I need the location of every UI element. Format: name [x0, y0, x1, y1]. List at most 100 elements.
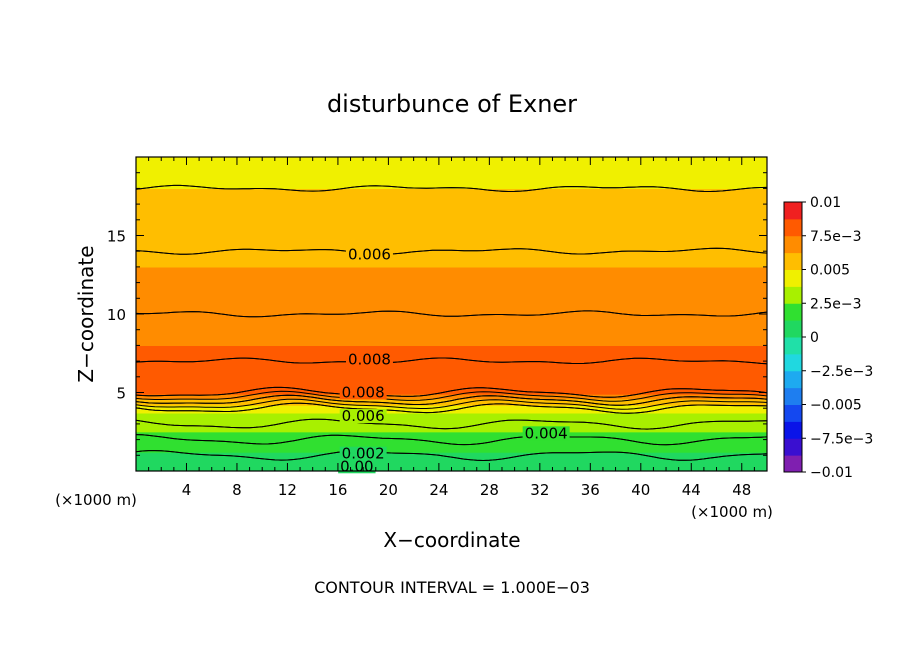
y-axis-label: Z−coordinate [74, 245, 98, 382]
contour-band [136, 414, 767, 417]
colorbar-swatch [784, 353, 802, 372]
contour-band [136, 304, 767, 307]
contour-line [136, 398, 767, 410]
contour-band [136, 343, 767, 346]
contour-band [136, 255, 767, 259]
contour-band [136, 237, 767, 240]
contour-band [136, 221, 767, 224]
x-tick-label: 8 [232, 481, 242, 499]
contour-band [136, 266, 767, 270]
contour-band [136, 299, 767, 303]
contour-label: 0.006 [342, 407, 385, 425]
contour-band [136, 188, 767, 191]
contour-band [136, 381, 767, 384]
contour-fill [136, 157, 767, 471]
colorbar-tick-label: −2.5e−3 [810, 364, 873, 380]
contour-band [136, 307, 767, 310]
contour-band [136, 296, 767, 299]
x-axis: 4 8 12 16 20 24 28 32 36 40 44 48 [148, 157, 755, 499]
contour-band [136, 257, 767, 260]
contour-band [136, 408, 767, 411]
contour-band [136, 455, 767, 458]
contour-band [136, 323, 767, 326]
y-tick-label: 10 [107, 306, 126, 324]
contour-band [136, 367, 767, 370]
contour-band [136, 246, 767, 249]
contour-band [136, 420, 767, 423]
contour-band [136, 320, 767, 323]
contour-line [136, 402, 767, 414]
contour-band [136, 387, 767, 390]
contour-band [136, 268, 767, 271]
y-tick-label: 15 [107, 228, 126, 246]
colorbar-swatch [784, 455, 802, 473]
contour-band [136, 230, 767, 233]
contour-band [136, 447, 767, 450]
contour-band [136, 233, 767, 237]
contour-band [136, 271, 767, 274]
contour-band [136, 397, 767, 400]
x-tick-label: 36 [581, 481, 600, 499]
contour-band [136, 262, 767, 265]
contour-band [136, 339, 767, 342]
contour-line [136, 357, 767, 365]
x-tick-label: 12 [278, 481, 297, 499]
contour-band [136, 368, 767, 372]
contour-label-bg [338, 459, 376, 474]
contour-band [136, 433, 767, 436]
contour-band [136, 279, 767, 282]
colorbar-swatch [784, 235, 802, 254]
contour-band [136, 458, 767, 461]
contour-band [136, 208, 767, 211]
contour-band [136, 301, 767, 304]
contour-band [136, 240, 767, 243]
contour-lines [136, 184, 767, 462]
contour-band [136, 441, 767, 444]
colorbar-swatch [784, 269, 802, 287]
contour-band [136, 191, 767, 194]
contour-band [136, 259, 767, 262]
contour-band [136, 244, 767, 248]
contour-band [136, 241, 767, 244]
contour-band [136, 172, 767, 175]
contour-band [136, 351, 767, 354]
contour-band [136, 379, 767, 383]
contour-band [136, 384, 767, 387]
contour-band [136, 254, 767, 257]
contour-band [136, 463, 767, 466]
contour-band [136, 224, 767, 227]
colorbar-swatch [784, 404, 802, 422]
contour-band [136, 270, 767, 273]
contour-label: 0.004 [525, 424, 568, 442]
contour-label: 0.006 [348, 245, 391, 263]
contour-band [136, 401, 767, 405]
contour-label: 0.008 [342, 384, 385, 402]
contour-label: 0.008 [348, 351, 391, 369]
contour-band [136, 229, 767, 232]
contour-band [136, 331, 767, 334]
contour-band [136, 340, 767, 343]
contour-band [136, 334, 767, 337]
colorbar-swatch [784, 286, 802, 304]
contour-label-bg [339, 385, 387, 400]
contour-band [136, 169, 767, 172]
contour-band [136, 350, 767, 353]
contour-band [136, 460, 767, 463]
y-axis: 5 10 15 [107, 172, 767, 456]
contour-band [136, 321, 767, 325]
contour-band [136, 303, 767, 306]
contour-band [136, 428, 767, 431]
contour-label-bg [345, 352, 393, 367]
contour-band [136, 274, 767, 277]
x-tick-label: 40 [631, 481, 650, 499]
contour-band [136, 211, 767, 215]
contour-band [136, 204, 767, 207]
colorbar-tick-label: 0.005 [810, 263, 850, 279]
contour-band [136, 281, 767, 284]
colorbar-tick-label: 7.5e−3 [810, 229, 862, 245]
contour-band [136, 398, 767, 401]
contour-band [136, 329, 767, 332]
contour-band [136, 216, 767, 219]
contour-band [136, 260, 767, 263]
contour-band [136, 243, 767, 246]
